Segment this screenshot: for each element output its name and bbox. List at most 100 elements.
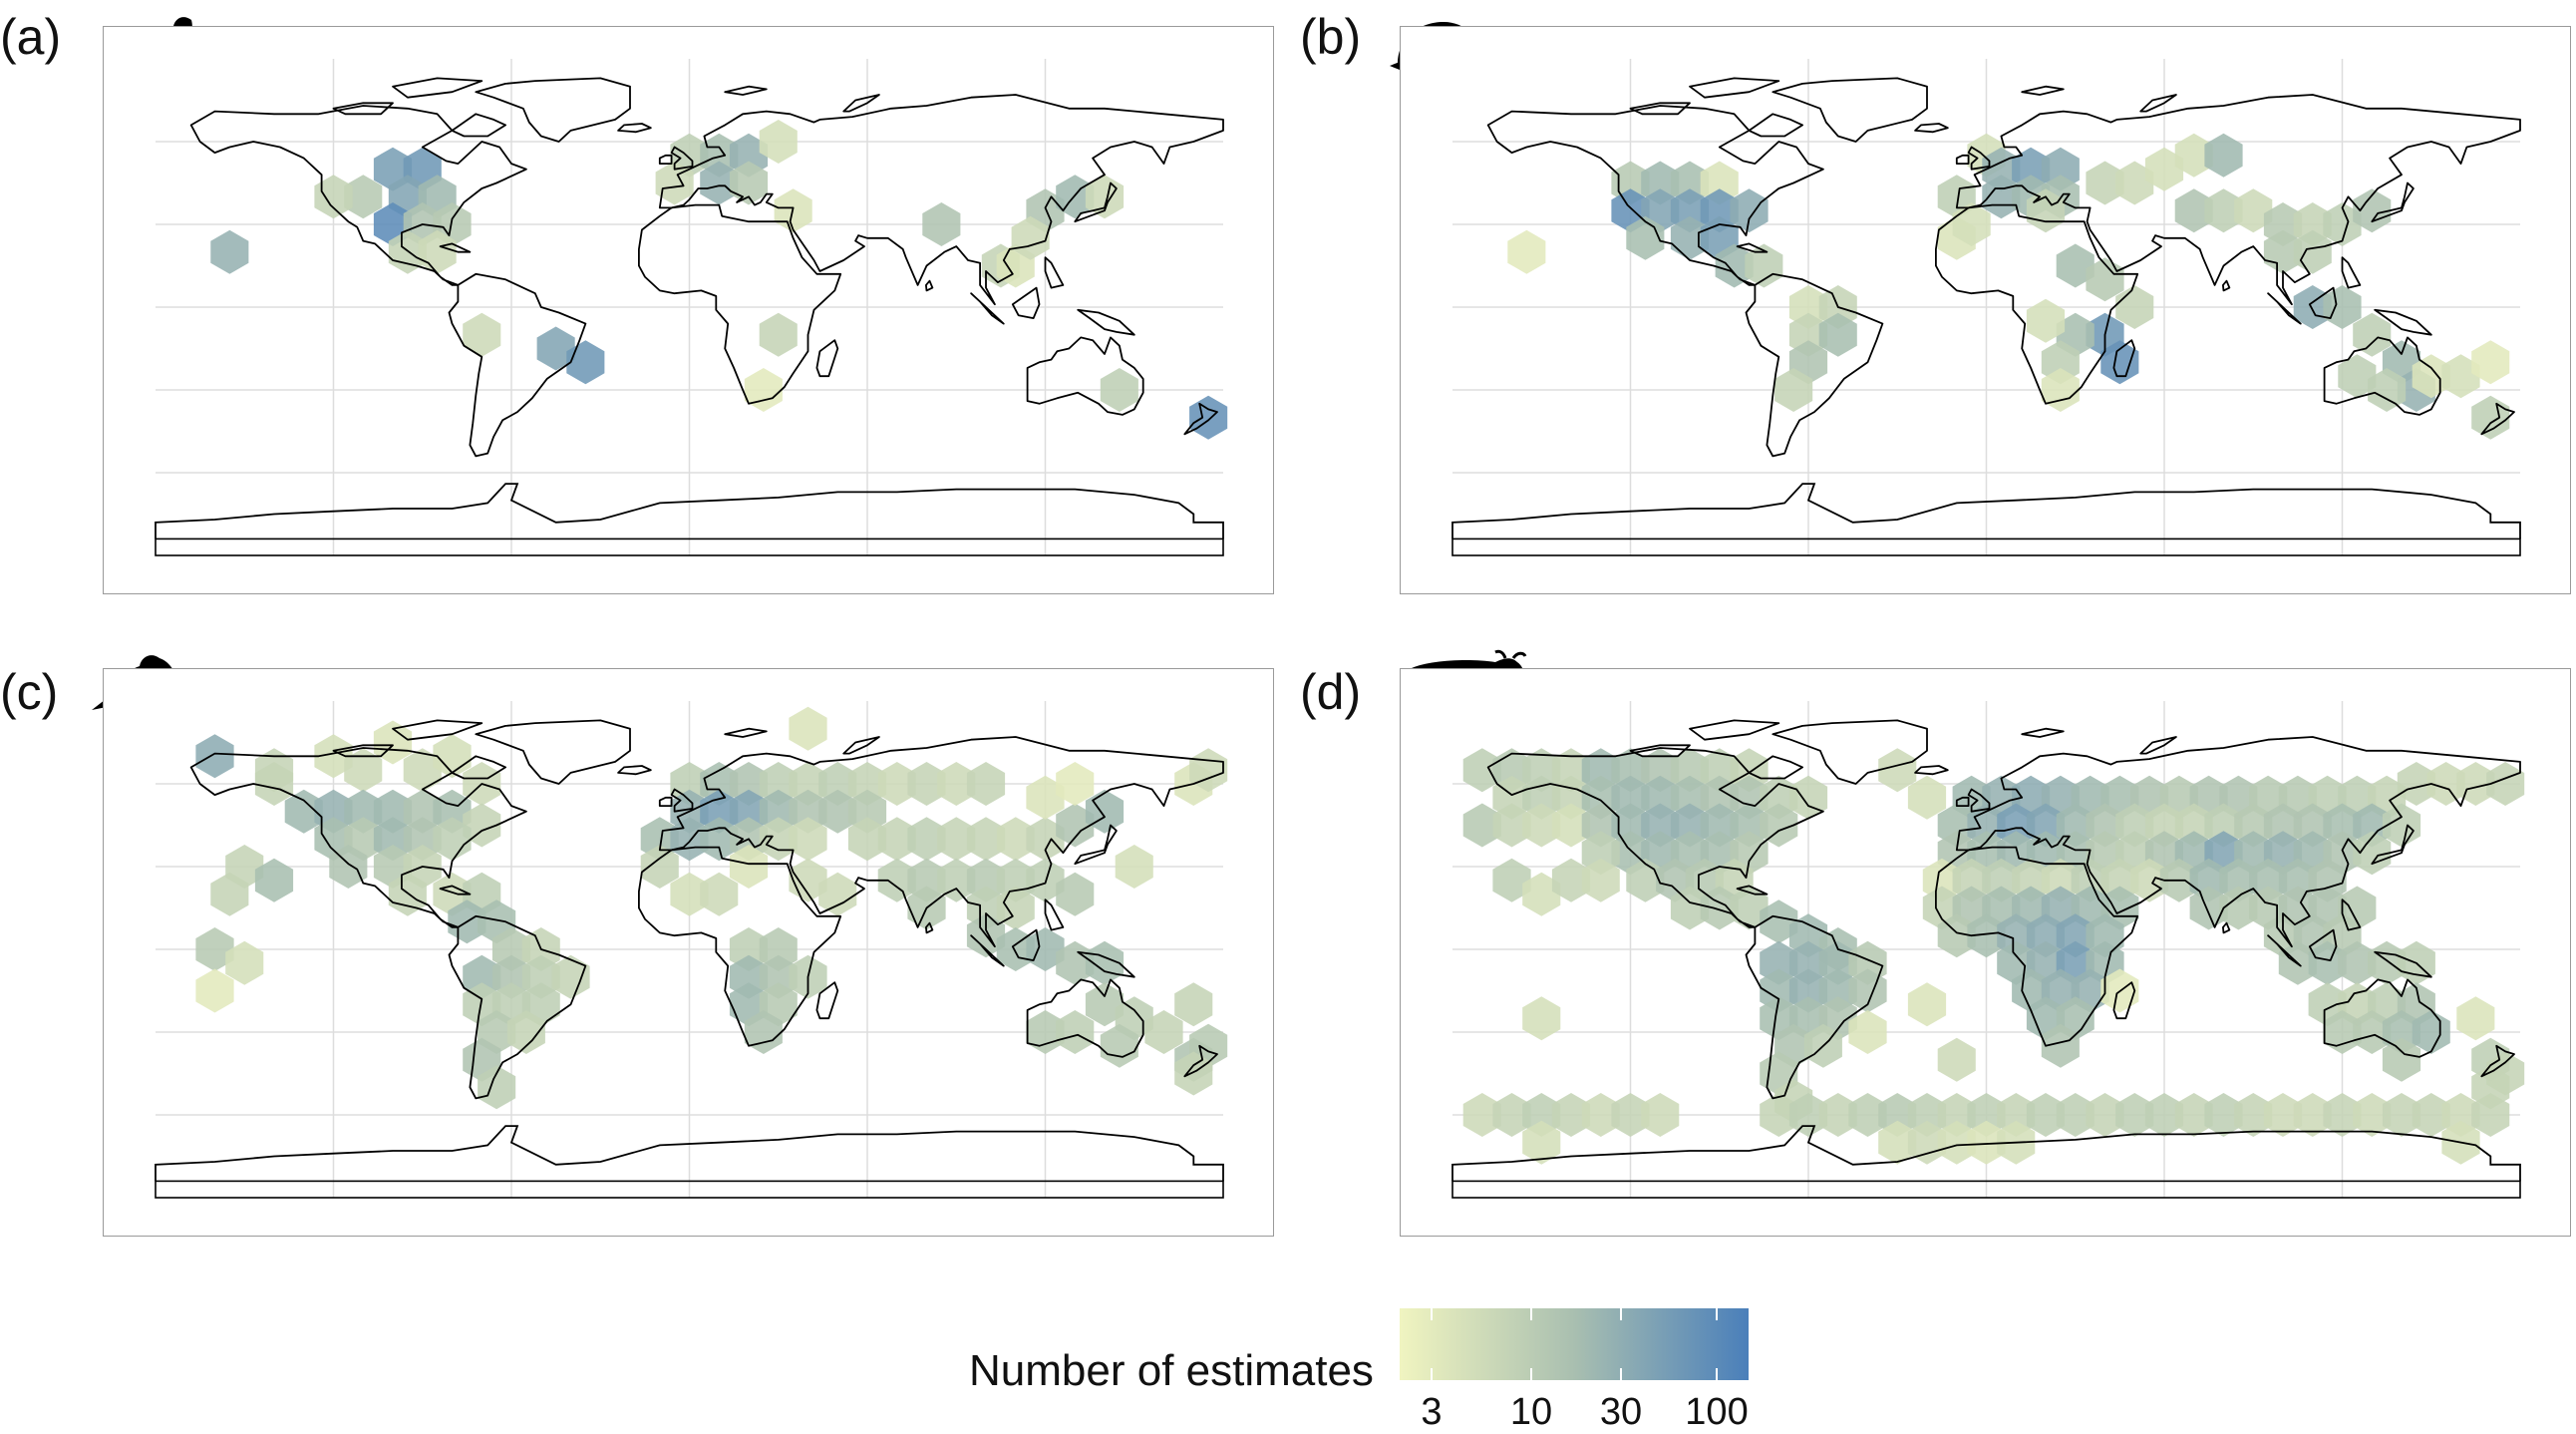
coastline: [439, 885, 472, 896]
hex-cell: [2041, 1023, 2080, 1068]
hex-cell: [225, 845, 264, 889]
map-bottom-edge: [155, 1180, 1224, 1199]
hex-cell: [1730, 886, 1769, 930]
hex-cell: [789, 789, 827, 834]
hex-cell: [1967, 803, 2006, 848]
hex-cell: [700, 817, 739, 862]
hex-cell: [2323, 202, 2362, 246]
coastline: [2021, 727, 2065, 738]
hex-cell: [2100, 340, 2139, 385]
hex-cell: [1492, 858, 1531, 902]
coastline: [332, 744, 394, 758]
coastline: [332, 102, 394, 116]
hex-cell: [1611, 748, 1650, 793]
coastline: [448, 914, 587, 1100]
hex-cell: [2293, 803, 2332, 848]
hex-cell: [670, 762, 709, 806]
hex-cell: [744, 1010, 783, 1054]
coastline: [2139, 736, 2177, 755]
coastline: [2374, 950, 2432, 978]
hex-cell: [1774, 368, 1813, 412]
coastline: [670, 146, 694, 171]
hex-cell: [1670, 803, 1710, 848]
hex-cell: [877, 762, 916, 806]
hex-cell: [1115, 845, 1153, 889]
hex-cell: [996, 858, 1035, 902]
hex-cell: [1522, 1120, 1561, 1165]
hex-cell: [2353, 188, 2392, 233]
hex-cell: [2471, 395, 2510, 440]
coastline: [842, 736, 880, 755]
hex-cell: [729, 789, 769, 834]
hex-cell: [2130, 858, 2169, 902]
coastline: [2267, 292, 2302, 325]
hex-cell: [2353, 831, 2392, 876]
hex-cell: [506, 1010, 545, 1054]
hex-cell: [847, 789, 887, 834]
hex-cell: [1641, 161, 1680, 205]
hex-cell: [789, 762, 827, 806]
hex-cell: [254, 762, 294, 806]
hex-cell: [2056, 1093, 2094, 1137]
hex-cell: [877, 817, 916, 862]
hex-cell: [1715, 243, 1754, 288]
hex-cell: [847, 762, 887, 806]
coastline: [2222, 921, 2231, 934]
hex-cell: [2323, 1010, 2362, 1054]
hex-cell: [1011, 215, 1050, 260]
hex-cell: [403, 817, 442, 862]
hex-cell: [2338, 354, 2377, 399]
hex-cell: [966, 817, 1006, 862]
hex-cell: [1056, 803, 1095, 848]
hex-cell: [759, 927, 798, 971]
coastline: [1074, 181, 1118, 223]
hex-cell: [536, 326, 575, 371]
hex-cell: [1967, 1120, 2006, 1165]
hex-cell: [1907, 982, 1947, 1027]
coastline: [1748, 755, 1803, 780]
coastline: [1026, 978, 1144, 1058]
hex-cell: [1730, 803, 1769, 848]
hex-cell: [1700, 188, 1739, 233]
hex-cell: [907, 858, 946, 902]
hex-cell: [1937, 1037, 1976, 1082]
hex-cell: [2041, 858, 2080, 902]
coastline: [2308, 286, 2338, 319]
hex-cell: [1144, 1010, 1183, 1054]
hex-cell: [1878, 748, 1917, 793]
coastlines: [155, 77, 1224, 556]
hex-cell: [818, 789, 857, 834]
coastline: [189, 747, 527, 928]
hex-cell: [2204, 1093, 2243, 1137]
hex-cell: [1700, 803, 1739, 848]
hex-cell: [1700, 161, 1739, 205]
hex-cell: [1670, 215, 1710, 260]
hex-cell: [2456, 762, 2495, 806]
hex-cell: [1997, 1093, 2036, 1137]
hex-cell: [1878, 1120, 1917, 1165]
hex-cell: [1788, 285, 1828, 329]
hex-cell: [1522, 803, 1561, 848]
coastline: [1914, 765, 1949, 776]
hex-cell: [700, 762, 739, 806]
coastline: [1011, 286, 1041, 319]
hex-cell: [877, 858, 916, 902]
hex-cell: [996, 817, 1035, 862]
hex-cell: [2263, 1093, 2303, 1137]
hex-cell: [1492, 775, 1531, 820]
hex-cell: [1056, 1010, 1095, 1054]
coastline: [2323, 336, 2441, 416]
hex-cell: [551, 954, 590, 999]
hex-cell: [210, 229, 249, 274]
hex-cell: [1922, 858, 1961, 902]
hex-cell: [759, 120, 798, 164]
coastline: [1077, 308, 1135, 336]
hex-cell: [1085, 175, 1125, 219]
hex-cell: [1848, 940, 1887, 985]
hex-cell: [254, 858, 294, 902]
hex-cell: [2368, 368, 2407, 412]
hex-cell: [1611, 1093, 1650, 1137]
coastline: [2308, 928, 2338, 961]
hex-cell: [2426, 762, 2465, 806]
hex-cell: [195, 968, 234, 1013]
